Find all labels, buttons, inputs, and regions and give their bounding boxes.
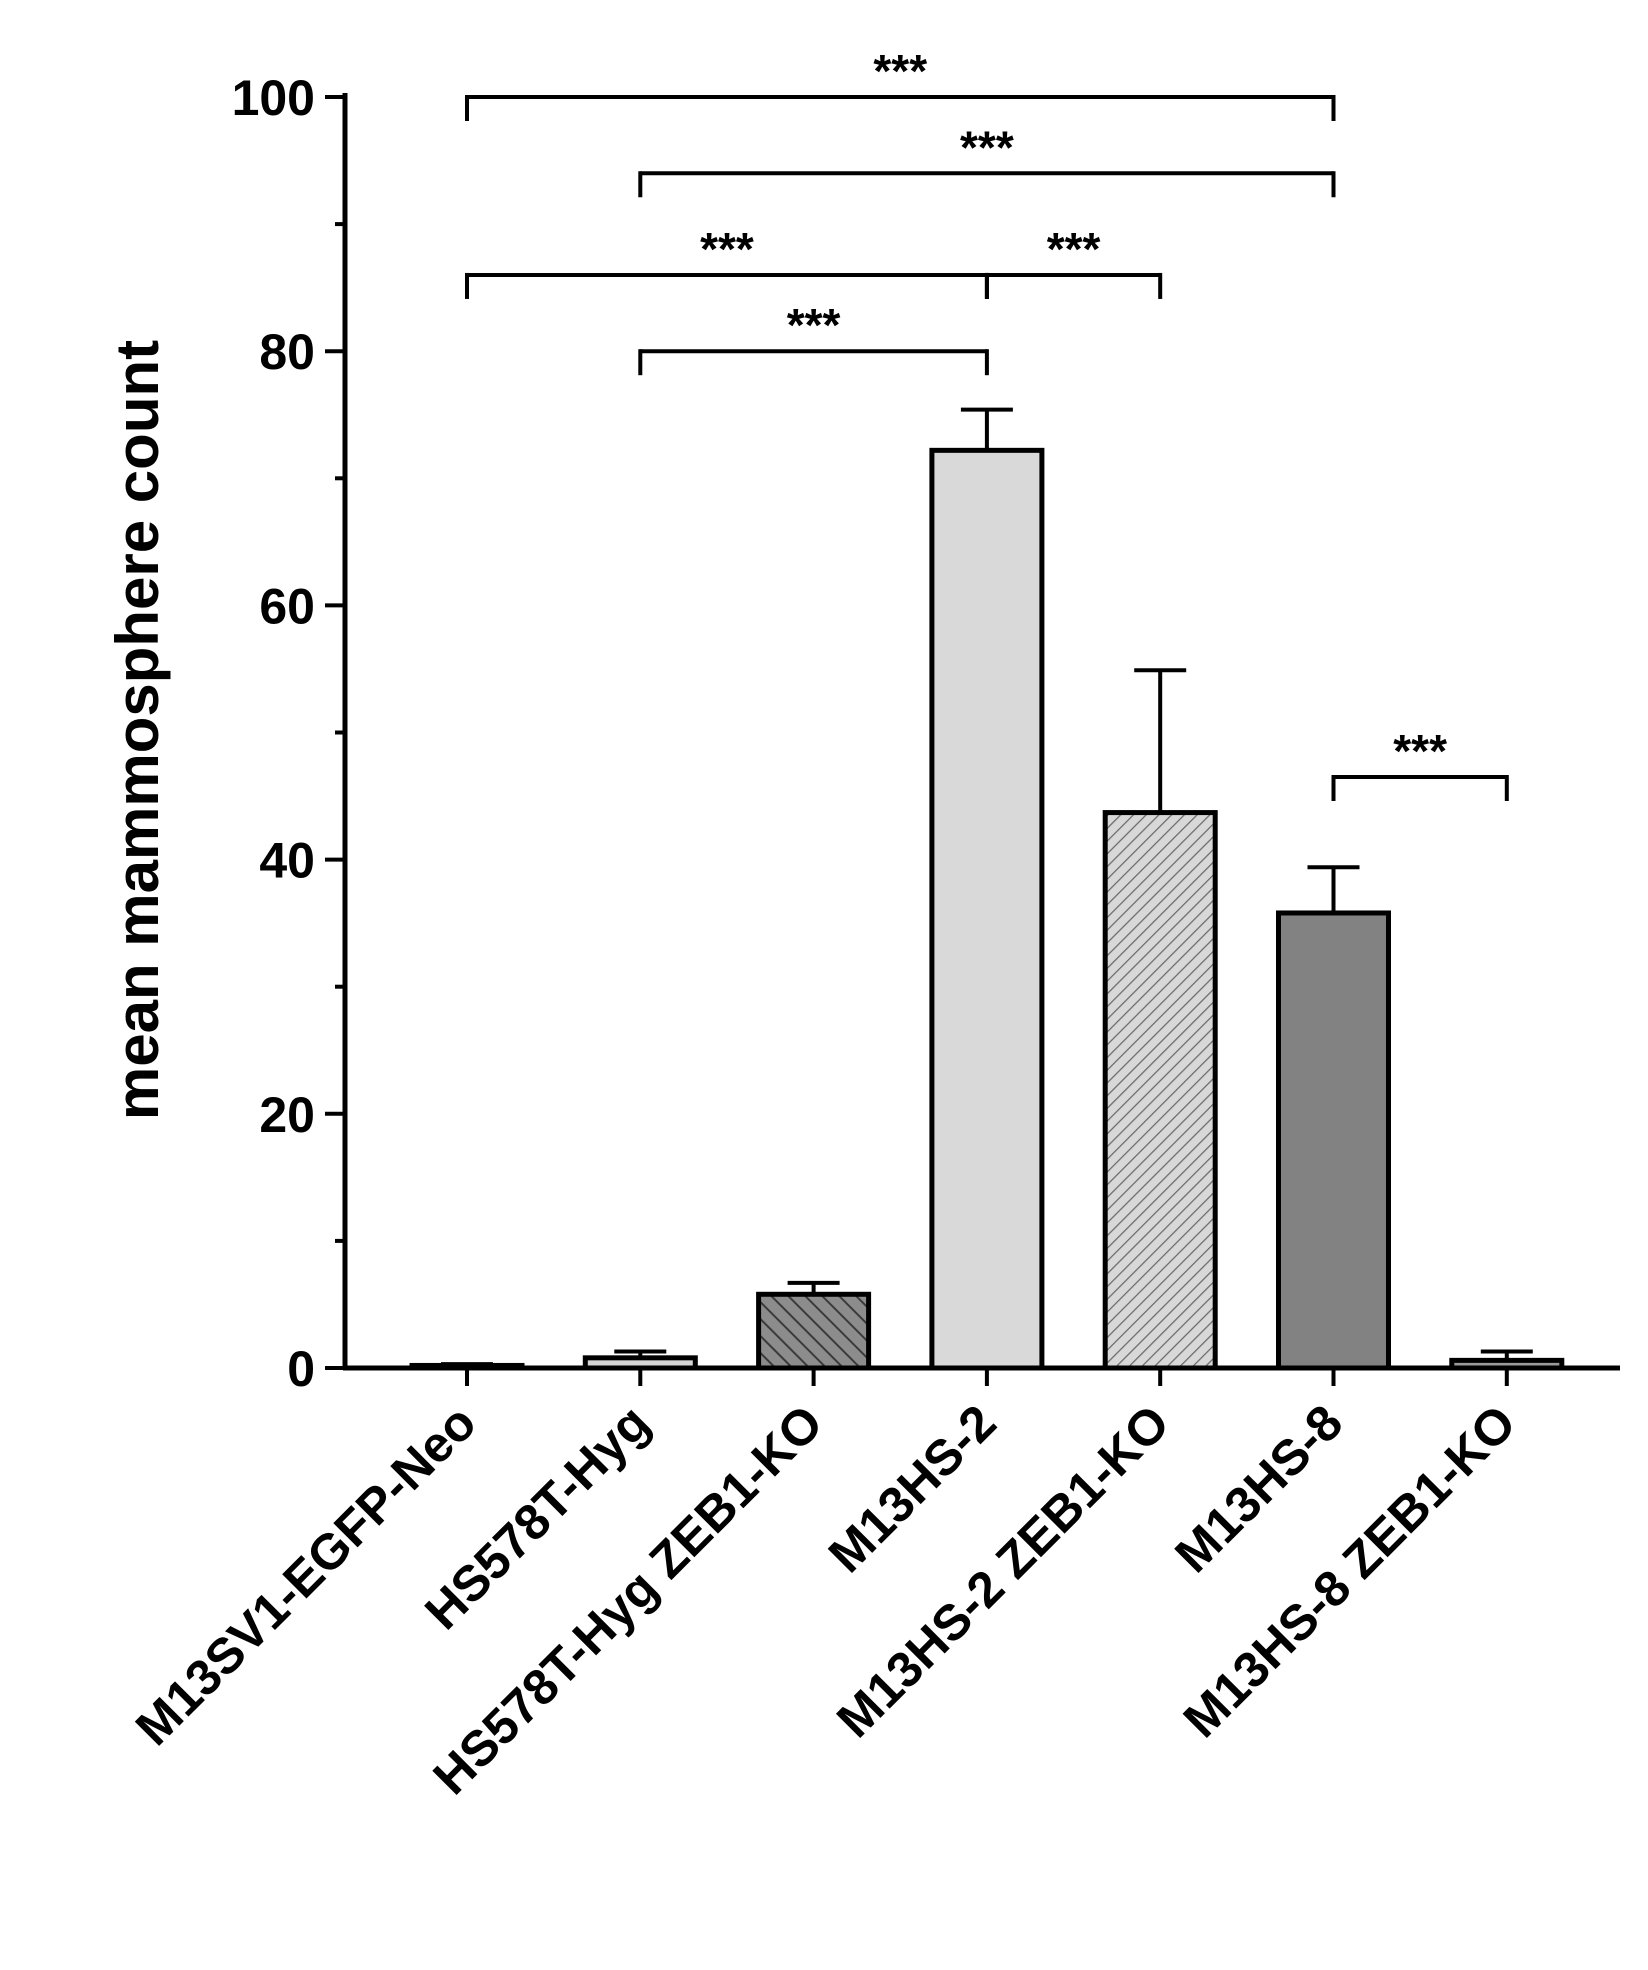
y-tick-label: 80 bbox=[259, 324, 315, 380]
x-category-label: M13HS-2 bbox=[818, 1394, 1007, 1583]
sig-label: *** bbox=[873, 45, 927, 97]
sig-label: *** bbox=[787, 299, 841, 351]
sig-label: *** bbox=[1393, 725, 1447, 777]
bar-5 bbox=[1102, 810, 1218, 1371]
y-tick-label: 60 bbox=[259, 578, 315, 634]
y-tick-label: 40 bbox=[259, 833, 315, 889]
x-category-label: M13HS-8 bbox=[1164, 1394, 1353, 1583]
y-tick-label: 20 bbox=[259, 1087, 315, 1143]
sig-label: *** bbox=[700, 223, 754, 275]
sig-label: *** bbox=[1047, 223, 1101, 275]
y-axis-title: mean mammosphere count bbox=[104, 340, 171, 1120]
y-tick-label: 0 bbox=[287, 1341, 315, 1397]
y-tick-label: 100 bbox=[232, 70, 315, 126]
x-category-label: M13HS-2 ZEB1-KO bbox=[826, 1394, 1180, 1748]
bar-3 bbox=[756, 1291, 872, 1371]
sig-label: *** bbox=[960, 121, 1014, 173]
x-category-label: M13SV1-EGFP-Neo bbox=[125, 1394, 487, 1756]
bar-4 bbox=[929, 447, 1045, 1371]
x-category-label: M13HS-8 ZEB1-KO bbox=[1173, 1394, 1527, 1748]
bar-6 bbox=[1276, 910, 1391, 1371]
